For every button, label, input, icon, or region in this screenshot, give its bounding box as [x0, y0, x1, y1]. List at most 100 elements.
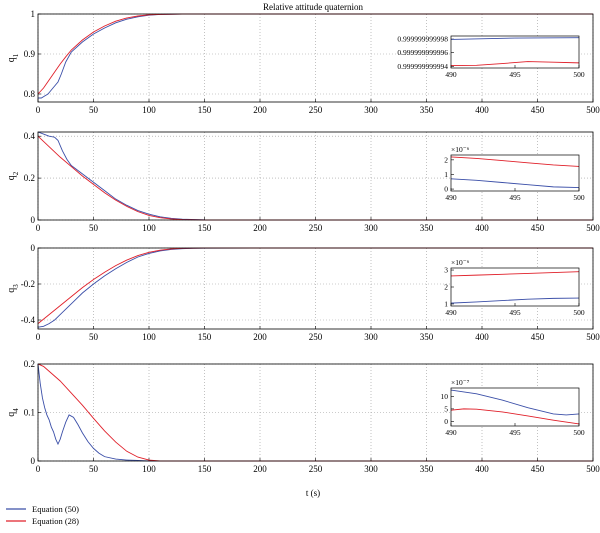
- inset-x-tick-label: 500: [573, 193, 585, 202]
- x-tick-label: 250: [309, 332, 323, 342]
- x-tick-label: 450: [531, 223, 545, 233]
- x-tick-label: 100: [142, 105, 156, 115]
- inset-y-tick-label: 3: [444, 266, 448, 275]
- x-tick-label: 300: [364, 105, 378, 115]
- y-tick-label: 0.2: [24, 173, 35, 183]
- y-axis-label-base: q: [6, 57, 17, 62]
- x-tick-label: 0: [36, 464, 41, 474]
- x-tick-label: 50: [89, 223, 99, 233]
- inset-series-line-equation-50-: [450, 389, 580, 416]
- inset-y-tick-label: 10: [441, 392, 449, 401]
- inset-x-tick-label: 495: [509, 308, 521, 317]
- x-tick-label: 500: [586, 105, 600, 115]
- plot-frame: [37, 131, 594, 221]
- inset-q2: 490 495 500 0 1 2×10⁻⁶: [444, 145, 585, 202]
- y-tick-label: -0.2: [21, 279, 35, 289]
- x-tick-label: 350: [420, 332, 434, 342]
- inset-exponent-label: ×10⁻⁷: [451, 378, 470, 387]
- legend-label-equation-50: Equation (50): [32, 504, 79, 514]
- inset-background: [451, 36, 579, 68]
- inset-q1: 490 495 500 0.999999999998 0.999999999996 0.9…: [397, 35, 585, 79]
- x-tick-label: 50: [89, 332, 99, 342]
- inset-series-line-equation-28-: [450, 156, 580, 167]
- x-tick-label: 400: [475, 105, 489, 115]
- y-axis-label-base: q: [6, 175, 17, 180]
- x-tick-label: 200: [253, 464, 267, 474]
- y-axis-label: q2: [6, 171, 20, 180]
- y-tick-label: 1: [31, 9, 36, 19]
- panel-q3: 0 50 100 150 200 250 300 350 400 450 500 -0.4 -0.2 0 q…: [6, 243, 600, 342]
- y-axis-label: q4: [6, 408, 20, 417]
- inset-x-tick-label: 495: [509, 193, 521, 202]
- inset-background: [451, 388, 579, 426]
- inset-background: [451, 155, 579, 191]
- panel-q1: 0 50 100 150 200 250 300 350 400 450 5000.80.91q14…: [6, 9, 600, 115]
- inset-y-tick-label: 0.999999999998: [397, 35, 448, 44]
- y-axis-label-subscript: 1: [12, 53, 20, 57]
- inset-x-tick-label: 500: [573, 308, 585, 317]
- y-axis-label-subscript: 2: [12, 171, 20, 175]
- x-tick-label: 350: [420, 464, 434, 474]
- inset-x-tick-label: 490: [445, 193, 457, 202]
- x-tick-label: 450: [531, 332, 545, 342]
- x-tick-label: 200: [253, 105, 267, 115]
- x-tick-label: 500: [586, 464, 600, 474]
- inset-exponent-label: ×10⁻⁶: [451, 258, 470, 267]
- y-tick-label: -0.4: [21, 315, 36, 325]
- inset-series-line-equation-50-: [450, 37, 580, 40]
- x-tick-label: 400: [475, 223, 489, 233]
- inset-y-tick-label: 0.999999999996: [397, 48, 448, 57]
- x-axis-label: t (s): [306, 488, 320, 498]
- x-tick-label: 150: [198, 223, 212, 233]
- panel-q4: 0 50 100 150 200 250 300 350 400 450 50000.10.2q44…: [6, 359, 600, 474]
- inset-q3: 490 495 500 1 2 3×10⁻⁶: [444, 258, 585, 317]
- inset-y-tick-label: 5: [444, 404, 448, 413]
- inset-x-tick-label: 490: [445, 428, 457, 437]
- y-tick-label: 0: [31, 243, 36, 253]
- x-tick-label: 200: [253, 332, 267, 342]
- y-tick-label: 0.8: [24, 89, 36, 99]
- y-tick-label: 0.1: [24, 408, 35, 418]
- inset-series-line-equation-28-: [450, 61, 580, 67]
- legend-label-equation-28: Equation (28): [32, 516, 79, 526]
- inset-frame: [450, 387, 580, 427]
- plot-frame: [37, 13, 594, 103]
- x-tick-label: 100: [142, 464, 156, 474]
- inset-y-tick-label: 1: [444, 299, 448, 308]
- inset-x-tick-label: 490: [445, 308, 457, 317]
- y-tick-label: 0.9: [24, 49, 36, 59]
- x-tick-label: 350: [420, 223, 434, 233]
- x-tick-label: 300: [364, 464, 378, 474]
- plot-frame: [37, 363, 594, 462]
- x-tick-label: 450: [531, 464, 545, 474]
- inset-series-line-equation-50-: [450, 297, 580, 304]
- x-tick-label: 0: [36, 223, 41, 233]
- inset-y-tick-label: 0.999999999994: [397, 62, 448, 71]
- inset-x-tick-label: 490: [445, 70, 457, 79]
- inset-y-tick-label: 2: [444, 155, 448, 164]
- x-tick-label: 250: [309, 105, 323, 115]
- inset-y-tick-label: 0: [444, 185, 448, 194]
- inset-series-line-equation-28-: [450, 408, 580, 425]
- panels: 0 50 100 150 200 250 300 350 400 450 5000.80.91q14…: [6, 9, 600, 474]
- y-axis-label: q1: [6, 53, 20, 62]
- x-tick-label: 300: [364, 223, 378, 233]
- x-tick-label: 250: [309, 464, 323, 474]
- y-axis-label-base: q: [6, 288, 17, 293]
- x-tick-label: 150: [198, 332, 212, 342]
- inset-x-tick-label: 495: [509, 70, 521, 79]
- panel-q2: 0 50 100 150 200 250 300 350 400 450 50000.20.4q24…: [6, 131, 600, 233]
- inset-x-tick-label: 495: [509, 428, 521, 437]
- inset-frame: [450, 267, 580, 307]
- x-tick-label: 200: [253, 223, 267, 233]
- y-tick-label: 0: [31, 215, 36, 225]
- inset-x-tick-label: 500: [573, 70, 585, 79]
- inset-x-tick-label: 500: [573, 428, 585, 437]
- inset-exponent-label: ×10⁻⁶: [451, 145, 470, 154]
- x-tick-label: 150: [198, 464, 212, 474]
- inset-y-tick-label: 2: [444, 283, 448, 292]
- inset-series-line-equation-50-: [450, 178, 580, 189]
- x-tick-label: 0: [36, 332, 41, 342]
